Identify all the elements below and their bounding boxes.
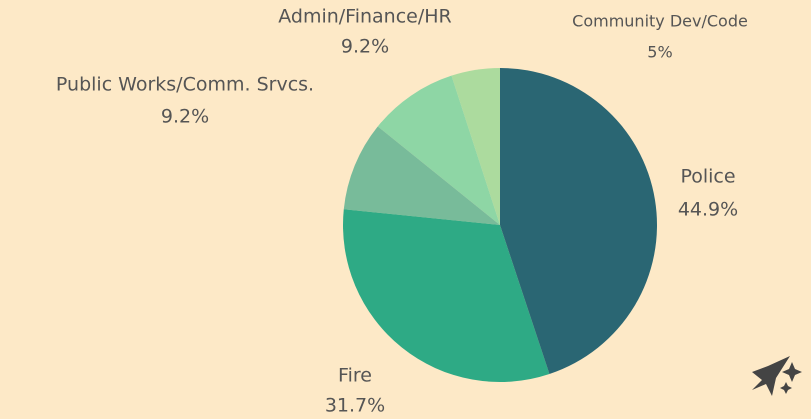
- pie-slice: [343, 126, 500, 225]
- slice-label: Community Dev/Code: [572, 12, 748, 31]
- slice-label: Public Works/Comm. Srvcs.: [56, 74, 314, 96]
- slice-value: 31.7%: [325, 395, 385, 417]
- slice-value: 44.9%: [678, 199, 738, 221]
- slice-label: Admin/Finance/HR: [278, 6, 452, 28]
- pie-slice: [342, 209, 550, 382]
- pie-slice: [377, 75, 500, 225]
- pie-slice: [451, 68, 500, 225]
- slice-label: Police: [680, 166, 735, 188]
- slice-value: 5%: [647, 43, 672, 62]
- slice-value: 9.2%: [161, 106, 209, 128]
- logo: [752, 356, 802, 396]
- slice-value: 9.2%: [341, 36, 389, 58]
- pie-slice: [500, 68, 657, 375]
- slice-label: Fire: [338, 365, 372, 387]
